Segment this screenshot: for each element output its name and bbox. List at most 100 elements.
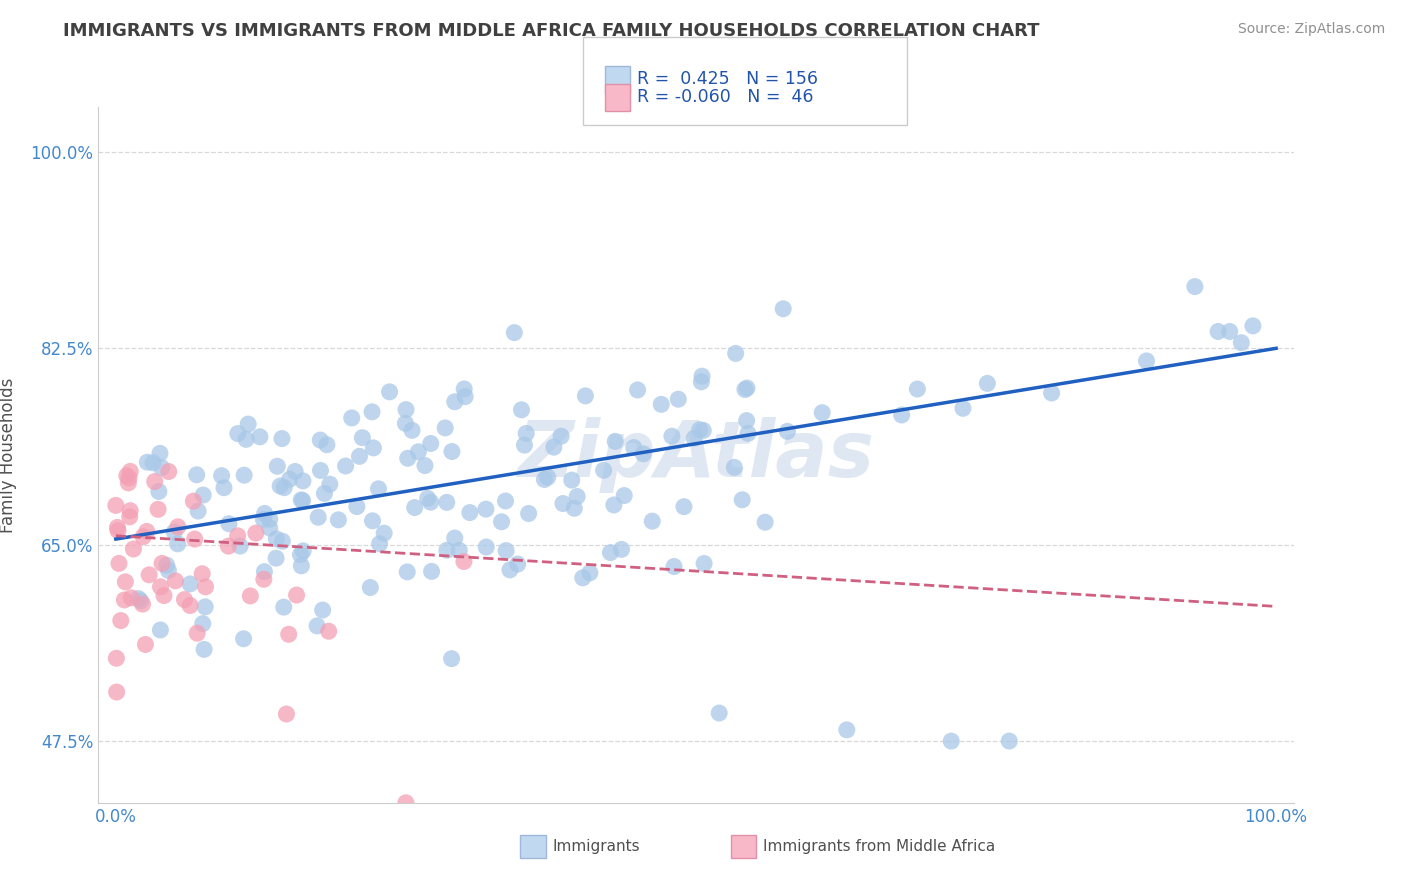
Point bbox=[1135, 354, 1157, 368]
Point bbox=[249, 430, 271, 444]
Point bbox=[404, 500, 426, 515]
Point bbox=[183, 532, 205, 546]
Point bbox=[709, 706, 731, 720]
Point bbox=[515, 426, 537, 441]
Point bbox=[890, 408, 912, 422]
Point bbox=[436, 543, 458, 558]
Point bbox=[443, 531, 465, 545]
Point bbox=[107, 524, 129, 538]
Point bbox=[105, 651, 128, 665]
Point bbox=[436, 495, 458, 509]
Point bbox=[183, 494, 205, 508]
Point bbox=[120, 591, 142, 605]
Point bbox=[503, 326, 526, 340]
Text: ZipAtlas: ZipAtlas bbox=[517, 417, 875, 493]
Text: Source: ZipAtlas.com: Source: ZipAtlas.com bbox=[1237, 22, 1385, 37]
Point bbox=[579, 566, 602, 580]
Point bbox=[146, 502, 169, 516]
Point bbox=[142, 456, 165, 470]
Point bbox=[211, 468, 233, 483]
Point bbox=[149, 446, 172, 460]
Point bbox=[259, 521, 281, 535]
Point bbox=[114, 574, 136, 589]
Point bbox=[735, 381, 758, 395]
Point bbox=[105, 685, 128, 699]
Point bbox=[264, 551, 287, 566]
Point bbox=[138, 567, 160, 582]
Point bbox=[690, 369, 713, 384]
Point bbox=[537, 470, 560, 484]
Point bbox=[315, 438, 337, 452]
Point bbox=[318, 624, 340, 639]
Point bbox=[193, 642, 215, 657]
Point bbox=[212, 481, 235, 495]
Point bbox=[217, 539, 239, 553]
Point bbox=[150, 460, 173, 475]
Point bbox=[420, 565, 443, 579]
Point bbox=[475, 502, 498, 516]
Point bbox=[361, 405, 384, 419]
Point bbox=[233, 468, 256, 483]
Point bbox=[571, 571, 593, 585]
Point bbox=[368, 537, 391, 551]
Point bbox=[905, 382, 928, 396]
Point bbox=[232, 632, 254, 646]
Point bbox=[610, 542, 633, 557]
Point bbox=[118, 509, 141, 524]
Point bbox=[179, 599, 201, 613]
Point bbox=[285, 588, 308, 602]
Point bbox=[271, 432, 294, 446]
Point bbox=[395, 402, 418, 417]
Point bbox=[153, 589, 176, 603]
Point bbox=[149, 623, 172, 637]
Point bbox=[110, 614, 132, 628]
Point bbox=[290, 492, 312, 507]
Point bbox=[735, 414, 758, 428]
Point bbox=[458, 506, 481, 520]
Point bbox=[454, 390, 477, 404]
Point bbox=[194, 599, 217, 614]
Point bbox=[194, 580, 217, 594]
Point bbox=[149, 580, 172, 594]
Point bbox=[187, 504, 209, 518]
Point bbox=[550, 429, 572, 443]
Point bbox=[776, 425, 799, 439]
Point bbox=[253, 565, 276, 579]
Point bbox=[122, 541, 145, 556]
Point bbox=[692, 424, 714, 438]
Point bbox=[166, 520, 188, 534]
Point bbox=[1206, 325, 1229, 339]
Point bbox=[724, 346, 747, 360]
Point bbox=[689, 423, 711, 437]
Point bbox=[495, 543, 517, 558]
Point bbox=[173, 592, 195, 607]
Point bbox=[453, 555, 475, 569]
Point bbox=[186, 467, 208, 482]
Point bbox=[226, 426, 249, 441]
Point bbox=[319, 477, 342, 491]
Point bbox=[328, 513, 350, 527]
Point bbox=[292, 544, 315, 558]
Point bbox=[1040, 386, 1063, 401]
Point bbox=[193, 488, 215, 502]
Point bbox=[734, 383, 756, 397]
Point bbox=[191, 566, 214, 581]
Point bbox=[135, 524, 157, 539]
Point bbox=[506, 557, 529, 571]
Point bbox=[661, 429, 683, 443]
Point bbox=[449, 543, 471, 558]
Point bbox=[772, 301, 794, 316]
Point bbox=[626, 383, 648, 397]
Point bbox=[395, 796, 418, 810]
Point bbox=[434, 421, 457, 435]
Point bbox=[419, 495, 441, 509]
Point bbox=[623, 441, 645, 455]
Point bbox=[440, 651, 463, 665]
Point bbox=[290, 548, 312, 562]
Point bbox=[157, 563, 180, 577]
Point bbox=[239, 589, 262, 603]
Point bbox=[396, 451, 419, 466]
Point bbox=[737, 426, 759, 441]
Point bbox=[112, 593, 135, 607]
Text: Immigrants: Immigrants bbox=[553, 839, 640, 854]
